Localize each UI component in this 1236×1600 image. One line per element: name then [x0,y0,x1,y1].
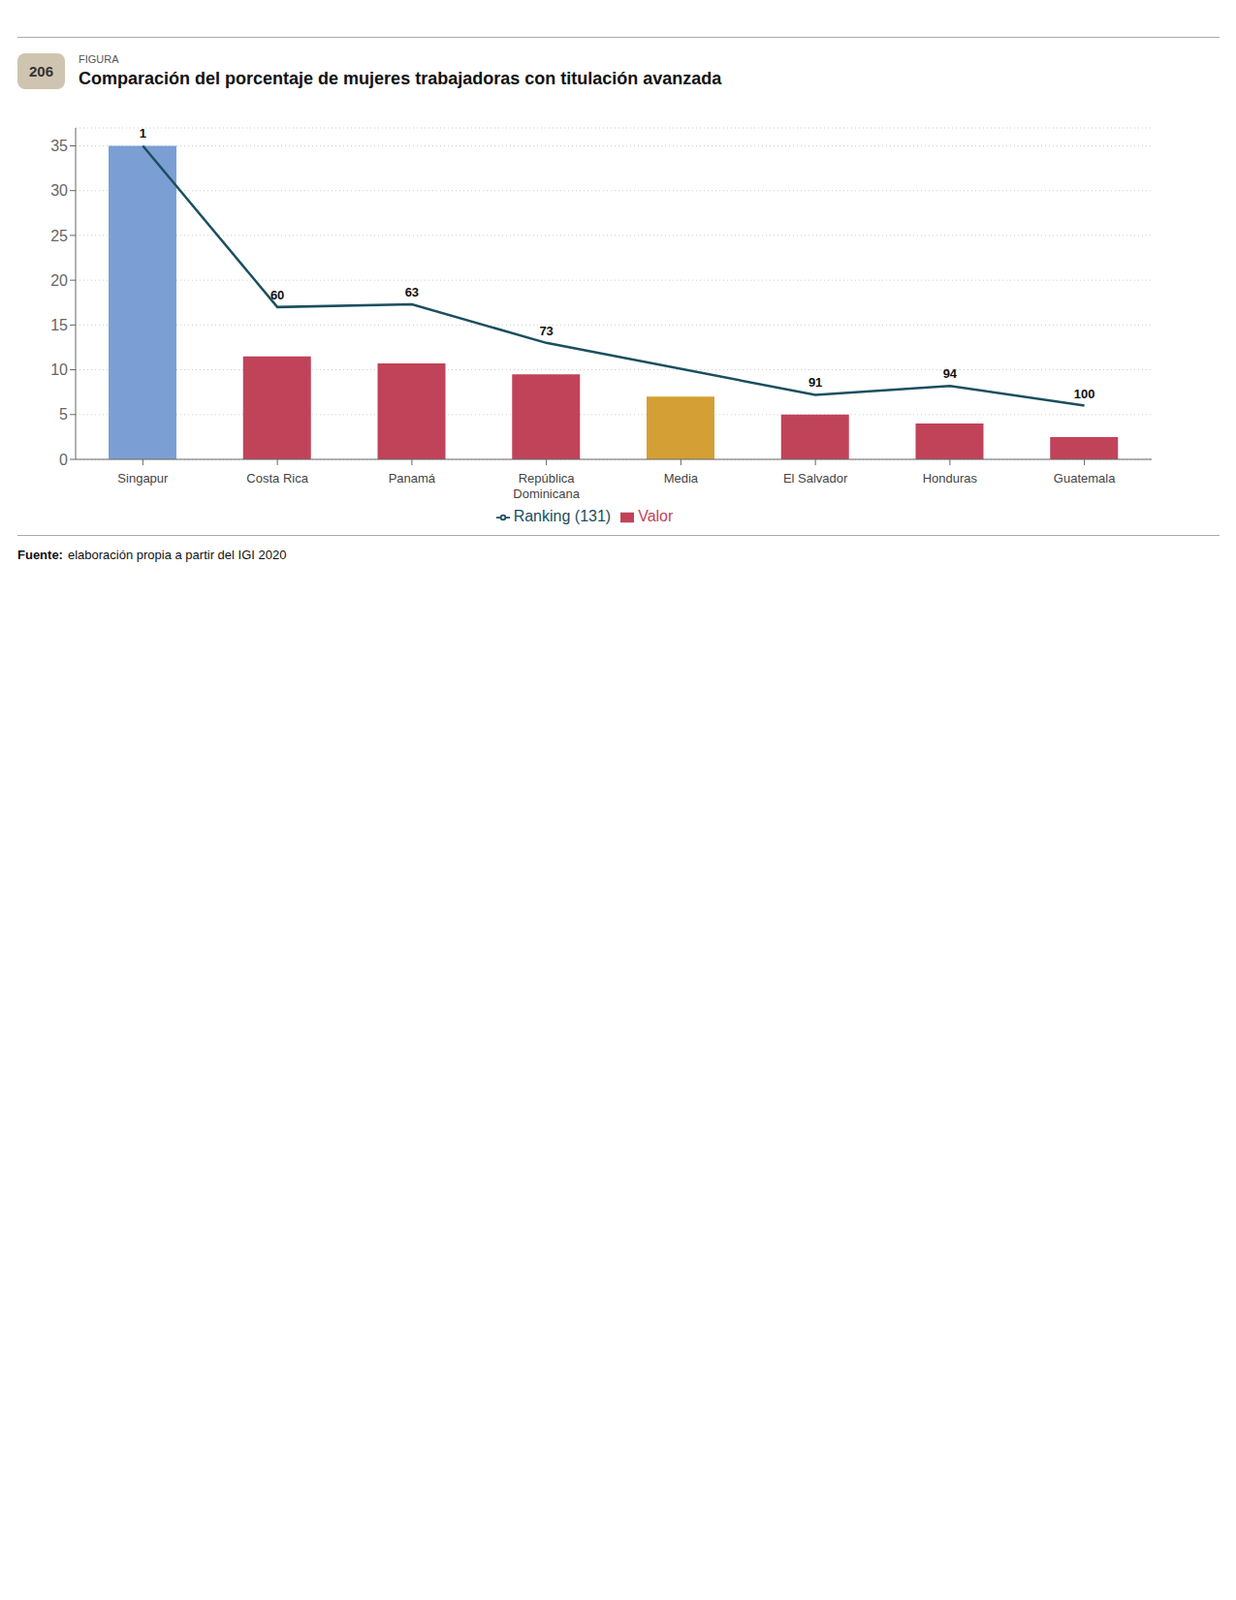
html-text:206: 206 [29,63,54,80]
html-text:Ranking (131): Ranking (131) [513,507,611,525]
html-text:Comparación del porcentaje de: Comparación del porcentaje de mujeres tr… [78,68,722,89]
svg-text:El Salvador: El Salvador [783,471,849,486]
html-text:Valor: Valor [638,507,674,525]
svg-text:Panamá: Panamá [388,471,437,486]
svg-text:Media: Media [664,471,699,486]
svg-text:94: 94 [943,366,958,381]
svg-text:91: 91 [808,375,823,390]
html-text:Fuente: elaboración propia a p: Fuente: elaboración propia a partir del … [17,547,287,563]
svg-text:35: 35 [50,137,68,155]
svg-text:Costa Rica: Costa Rica [246,471,309,486]
svg-text:73: 73 [538,323,553,339]
svg-text:25: 25 [50,227,68,245]
svg-text:30: 30 [50,182,68,199]
svg-text:RepúblicaDominicana: RepúblicaDominicana [512,471,580,502]
svg-text:10: 10 [50,361,68,379]
svg-text:0: 0 [59,451,68,469]
svg-text:60: 60 [270,287,285,303]
html-text:FIGURA: FIGURA [78,53,119,65]
svg-text:20: 20 [50,272,68,289]
svg-text:1: 1 [139,126,147,141]
svg-text:15: 15 [50,316,68,334]
svg-text:5: 5 [59,406,68,423]
svg-text:100: 100 [1074,386,1096,402]
svg-text:63: 63 [405,285,419,300]
svg-text:Singapur: Singapur [117,471,169,486]
svg-text:Guatemala: Guatemala [1053,471,1116,486]
svg-text:Honduras: Honduras [922,471,979,486]
